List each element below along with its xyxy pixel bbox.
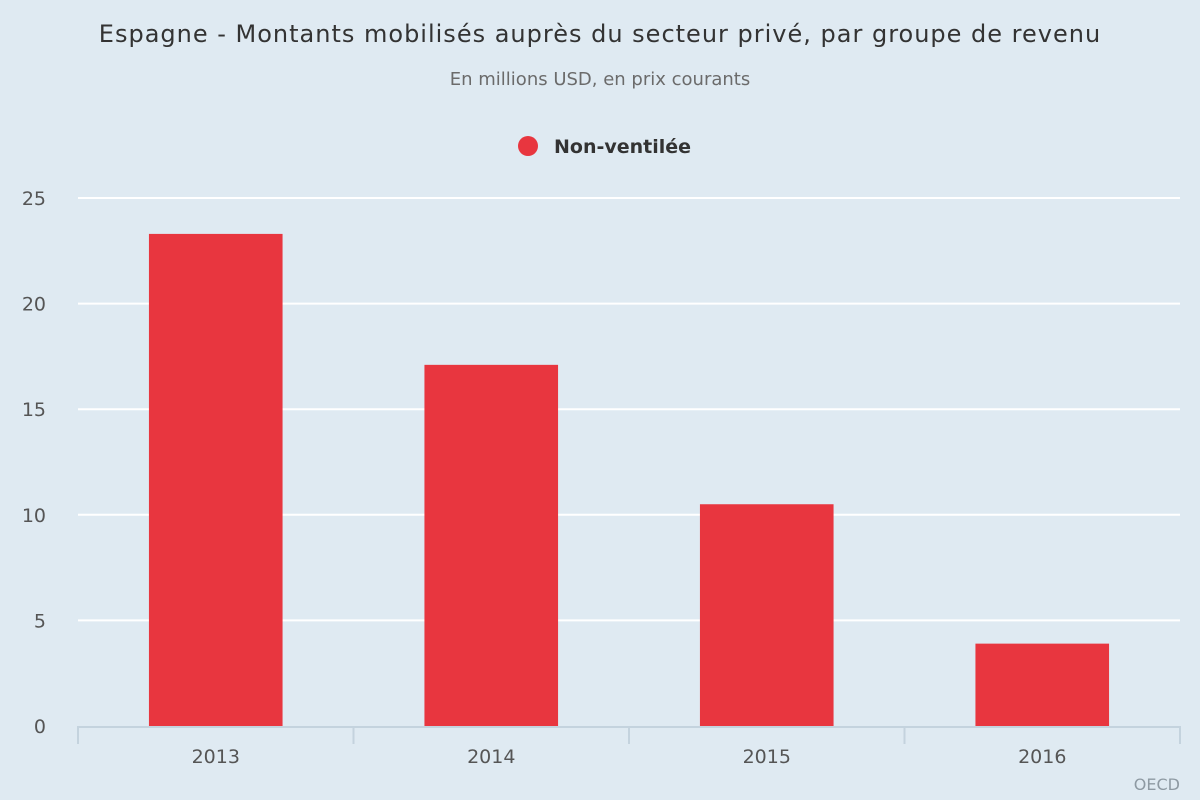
bar-2013[interactable] xyxy=(148,233,283,727)
legend[interactable]: Non-ventilée xyxy=(518,136,691,158)
credit-text[interactable]: OECD xyxy=(1134,775,1180,794)
x-axis-labels: 2013 2014 2015 2016 xyxy=(192,746,1067,768)
y-axis-labels: 0 5 10 15 20 25 xyxy=(22,188,46,738)
x-tick-label: 2013 xyxy=(192,746,240,768)
legend-label: Non-ventilée xyxy=(554,136,691,158)
chart-subtitle: En millions USD, en prix courants xyxy=(450,69,750,90)
y-tick-label: 25 xyxy=(22,188,46,210)
y-tick-label: 15 xyxy=(22,399,46,421)
y-tick-label: 10 xyxy=(22,505,46,527)
bar-2016[interactable] xyxy=(975,643,1110,726)
y-tick-label: 0 xyxy=(34,716,46,738)
legend-marker xyxy=(518,136,538,156)
x-tick-label: 2014 xyxy=(467,746,515,768)
x-tick-label: 2016 xyxy=(1018,746,1066,768)
x-tick-label: 2015 xyxy=(743,746,791,768)
bar-2015[interactable] xyxy=(699,504,834,726)
bar-2014[interactable] xyxy=(424,364,559,726)
chart-title: Espagne - Montants mobilisés auprès du s… xyxy=(99,20,1101,48)
x-axis xyxy=(77,726,1181,744)
bars xyxy=(148,233,1110,727)
y-tick-label: 5 xyxy=(34,610,46,632)
y-tick-label: 20 xyxy=(22,294,46,316)
